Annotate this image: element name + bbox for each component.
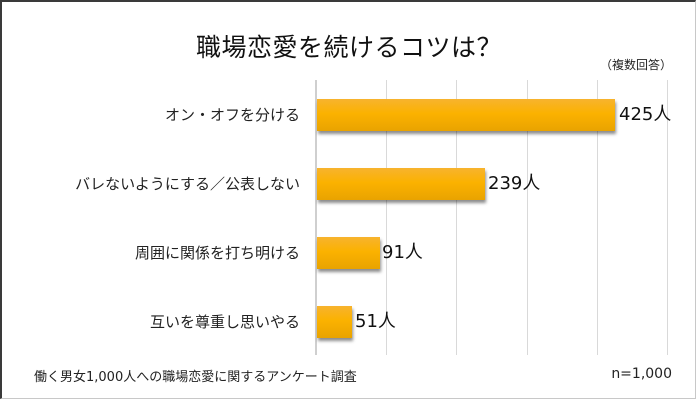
gridline-500: [667, 80, 668, 355]
category-axis: [315, 80, 317, 355]
multiple-answer-note: （複数回答）: [599, 58, 672, 72]
gridline-200: [456, 80, 457, 355]
sample-size: n=1,000: [611, 366, 672, 382]
category-label: バレないようにする／公表しない: [75, 175, 300, 193]
bar-on-off: [317, 99, 615, 131]
category-label: 周囲に関係を打ち明ける: [134, 244, 300, 262]
survey-source: 働く男女1,000人への職場恋愛に関するアンケート調査: [34, 370, 357, 385]
category-label: オン・オフを分ける: [164, 106, 300, 124]
bar-mutual-respect: [317, 306, 352, 338]
category-label: 互いを尊重し思いやる: [149, 313, 300, 331]
chart-title: 職場恋愛を続けるコツは？: [195, 33, 502, 62]
gridline-300: [527, 80, 528, 355]
plot-area: オン・オフを分ける 425人 バレないようにする／公表しない 239人 周囲に関…: [75, 80, 698, 355]
value-label: 51人: [355, 311, 396, 332]
bar-tell-others: [317, 237, 380, 269]
gridline-400: [597, 80, 598, 355]
value-label: 239人: [488, 173, 541, 194]
bar-keep-secret: [317, 168, 485, 200]
value-label: 425人: [619, 104, 672, 125]
gridline-100: [386, 80, 387, 355]
value-label: 91人: [382, 242, 423, 263]
